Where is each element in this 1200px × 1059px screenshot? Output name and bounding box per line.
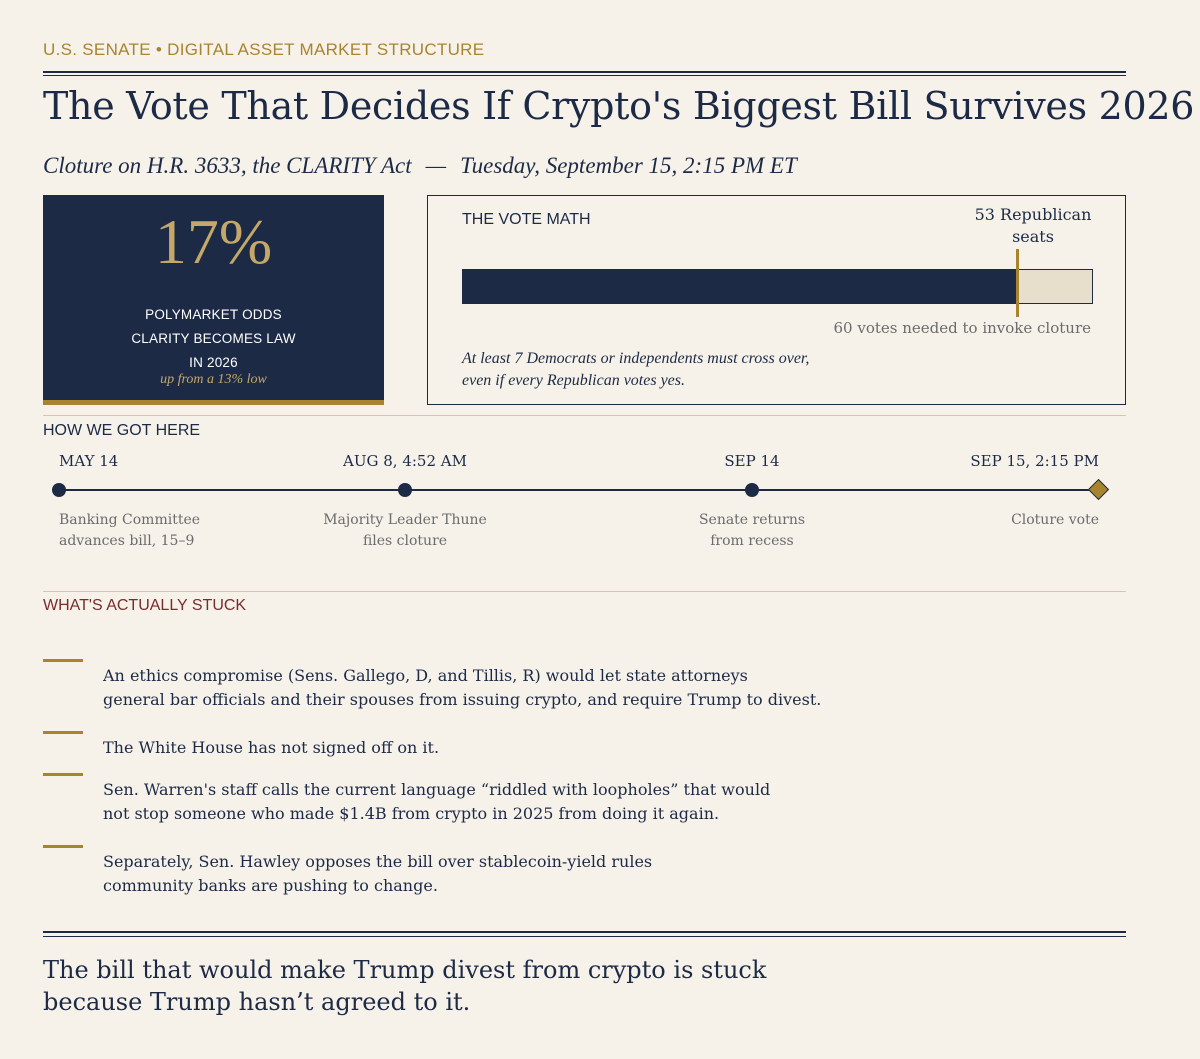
seats-label-line1: 53 Republican: [974, 205, 1092, 224]
polymarket-odds-panel: 17% POLYMARKET ODDS CLARITY BECOMES LAW …: [43, 195, 384, 405]
kicker: U.S. SENATE • DIGITAL ASSET MARKET STRUC…: [43, 40, 485, 59]
bullet-dash: [43, 845, 83, 848]
subtitle-separator: —: [425, 153, 447, 178]
timeline-desc-1-line2: advances bill, 15–9: [59, 533, 195, 549]
republican-seats-marker: [1016, 249, 1019, 317]
votes-needed-bar: [462, 269, 1093, 304]
list-item-line: general bar officials and their spouses …: [103, 690, 822, 709]
vote-note-line1: At least 7 Democrats or independents mus…: [462, 350, 810, 367]
section-divider: [43, 415, 1126, 416]
timeline-heading: HOW WE GOT HERE: [43, 422, 201, 439]
stuck-heading: WHAT'S ACTUALLY STUCK: [43, 597, 247, 614]
header-rule: [43, 71, 1126, 73]
timeline-desc-2-line1: Majority Leader Thune: [323, 512, 487, 528]
list-item-line: An ethics compromise (Sens. Gallego, D, …: [103, 666, 748, 685]
subtitle: Cloture on H.R. 3633, the CLARITY Act — Tu…: [43, 153, 797, 179]
timeline-desc-1: Banking Committee advances bill, 15–9: [59, 510, 200, 552]
conclusion-line2: because Trump hasn’t agreed to it.: [43, 988, 471, 1016]
timeline-desc-3-line1: Senate returns: [698, 512, 806, 528]
list-item-line: The White House has not signed off on it…: [103, 738, 440, 757]
timeline-desc-1-line1: Banking Committee: [59, 512, 201, 528]
odds-label-line2: CLARITY BECOMES LAW: [131, 331, 296, 346]
footer-rule: [43, 931, 1126, 933]
list-item-text: Separately, Sen. Hawley opposes the bill…: [103, 850, 652, 898]
timeline-desc-4-line1: Cloture vote: [1011, 512, 1099, 528]
timeline-desc-4: Cloture vote: [899, 510, 1099, 531]
vote-note-line2: even if every Republican votes yes.: [462, 372, 685, 389]
timeline-dot-3: [745, 483, 759, 497]
list-item-text: Sen. Warren's staff calls the current la…: [103, 778, 770, 826]
vote-math-note: At least 7 Democrats or independents mus…: [462, 348, 809, 392]
list-item-line: Sen. Warren's staff calls the current la…: [103, 780, 771, 799]
seats-label-line2: seats: [1012, 227, 1054, 246]
subtitle-bill: Cloture on H.R. 3633, the CLARITY Act: [43, 153, 412, 178]
timeline-line: [59, 489, 1099, 491]
vote-math-panel: THE VOTE MATH 53 Republican seats 60 vot…: [427, 195, 1126, 405]
timeline-desc-3: Senate returns from recess: [652, 510, 852, 552]
odds-subtext: up from a 13% low: [160, 372, 267, 387]
page-title: The Vote That Decides If Crypto's Bigges…: [43, 84, 1195, 128]
vote-math-heading: THE VOTE MATH: [462, 211, 591, 228]
republican-seats-fill: [463, 270, 1019, 303]
header-rule-thin: [43, 75, 1126, 76]
footer-rule-thin: [43, 936, 1126, 937]
bullet-dash: [43, 659, 83, 662]
timeline-desc-2: Majority Leader Thune files cloture: [305, 510, 505, 552]
odds-label: POLYMARKET ODDS CLARITY BECOMES LAW IN 2…: [43, 303, 384, 375]
list-item-line: Separately, Sen. Hawley opposes the bill…: [103, 852, 653, 871]
bullet-dash: [43, 731, 83, 734]
bullet-dash: [43, 773, 83, 776]
subtitle-date: Tuesday, September 15, 2:15 PM ET: [460, 153, 797, 178]
timeline-desc-2-line2: files cloture: [362, 533, 448, 549]
timeline-desc-3-line2: from recess: [710, 533, 794, 549]
conclusion: The bill that would make Trump divest fr…: [43, 954, 843, 1018]
list-item-text: An ethics compromise (Sens. Gallego, D, …: [103, 664, 821, 712]
odds-label-line1: POLYMARKET ODDS: [145, 307, 282, 322]
list-item-line: community banks are pushing to change.: [103, 876, 438, 895]
timeline-diamond-final: [1087, 478, 1110, 501]
timeline-date-4: SEP 15, 2:15 PM: [970, 452, 1099, 470]
section-divider: [43, 591, 1126, 592]
votes-needed-label: 60 votes needed to invoke cloture: [833, 319, 1091, 337]
timeline-dot-2: [398, 483, 412, 497]
timeline-date-3: SEP 14: [724, 452, 780, 470]
list-item-text: The White House has not signed off on it…: [103, 736, 439, 760]
timeline-date-2: AUG 8, 4:52 AM: [343, 452, 467, 470]
odds-value: 17%: [154, 206, 273, 277]
list-item-line: not stop someone who made $1.4B from cry…: [103, 804, 720, 823]
odds-label-line3: IN 2026: [189, 355, 238, 370]
conclusion-line1: The bill that would make Trump divest fr…: [43, 956, 767, 984]
republican-seats-label: 53 Republican seats: [928, 204, 1138, 248]
timeline-dot-1: [52, 483, 66, 497]
timeline-date-1: MAY 14: [59, 452, 119, 470]
